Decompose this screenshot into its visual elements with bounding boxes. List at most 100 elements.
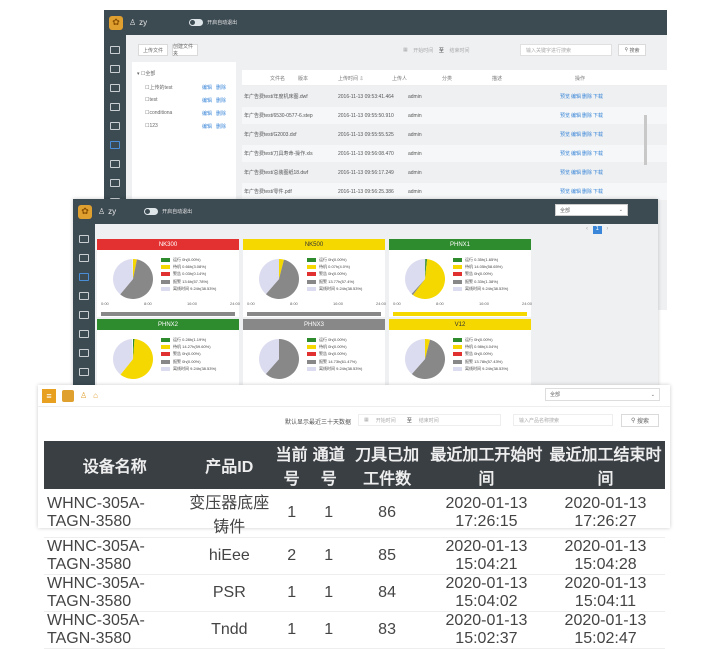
nav-monitor-icon[interactable] <box>110 160 120 168</box>
nav-settings-icon[interactable] <box>110 141 120 149</box>
scrollbar[interactable] <box>644 115 647 165</box>
search-input[interactable]: 输入关键字进行搜索 <box>520 44 612 56</box>
search-button-3[interactable]: ⚲ 搜索 <box>621 414 659 427</box>
file-op-link[interactable]: 预览 <box>560 170 571 176</box>
record-row[interactable]: WHNC-305A-TAGN-3580 Tndd 1 1 83 2020-01-13 15… <box>44 611 665 649</box>
record-row[interactable]: WHNC-305A-TAGN-3580 PSR 1 1 84 2020-01-13 15:… <box>44 574 665 612</box>
file-op-link[interactable]: 删除 <box>582 132 593 138</box>
file-op-link[interactable]: 下载 <box>593 170 604 176</box>
file-op-link[interactable]: 下载 <box>593 94 604 100</box>
nav-gauge-icon-2[interactable] <box>79 273 89 281</box>
record-header-cell[interactable]: 通道号 <box>310 441 348 489</box>
tree-folder[interactable]: ☐上传的test <box>145 84 173 91</box>
record-header-cell[interactable]: 刀具已加工件数 <box>347 441 427 489</box>
date-end-3[interactable]: 结束时间 <box>418 417 439 424</box>
machine-card[interactable]: NK300 运行 0h(0.00%) 待机 0.66h(3.08%) 警告 0.03h… <box>97 239 240 317</box>
nav-file-icon-2[interactable] <box>79 235 89 243</box>
date-start[interactable]: 开始时间 <box>413 47 434 54</box>
file-op-link[interactable]: 预览 <box>560 113 571 119</box>
file-op-link[interactable]: 编辑 <box>571 151 582 157</box>
tree-delete-link[interactable]: 删除 <box>216 98 227 104</box>
file-op-link[interactable]: 删除 <box>582 189 593 195</box>
nav-tool-icon[interactable] <box>110 122 120 130</box>
file-op-link[interactable]: 预览 <box>560 151 571 157</box>
file-op-link[interactable]: 下载 <box>593 151 604 157</box>
menu-icon[interactable]: ≡ <box>42 388 56 403</box>
file-op-link[interactable]: 预览 <box>560 189 571 195</box>
machine-card[interactable]: PHNX1 运行 0.35h(1.65%) 待机 14.05h(58.65%) 警告 … <box>389 239 532 317</box>
nav-monitor-icon-2[interactable] <box>79 349 89 357</box>
file-row[interactable]: 年广告费test/6530-0577-6.step 2016-11-13 09:5… <box>242 107 667 125</box>
nav-tool-icon-2[interactable] <box>79 311 89 319</box>
file-name[interactable]: 年广告费test/总装图纸18.dwf <box>244 170 309 176</box>
search-button[interactable]: ⚲ 搜索 <box>618 44 646 56</box>
date-start-3[interactable]: 开始时间 <box>375 417 396 424</box>
file-header-cell[interactable]: 描述 <box>492 76 503 82</box>
machine-card[interactable]: V12 运行 0h(0.00%) 待机 0.98h(4.04%) 警告 0h(0.00… <box>389 319 531 387</box>
date-range[interactable]: ▦ 开始时间 至 结束时间 <box>398 44 508 56</box>
product-search-input[interactable]: 输入产品名称搜索 <box>513 414 613 426</box>
record-header-cell[interactable]: 产品ID <box>185 441 274 489</box>
machine-card[interactable]: PHNX2 运行 0.28h(1.19%) 待机 14.27h(59.60%) 警告 … <box>97 319 239 387</box>
file-header-cell[interactable]: 上传人 <box>392 76 408 82</box>
date-range-3[interactable]: ▦ 开始时间 至 结束时间 <box>358 414 501 426</box>
user-name[interactable]: zy <box>139 18 148 27</box>
file-op-link[interactable]: 编辑 <box>571 189 582 195</box>
tree-folder[interactable]: ☐123 <box>145 123 158 129</box>
machine-card[interactable]: PHNX3 运行 0h(0.00%) 待机 0h(0.00%) 警告 0h(0.00%… <box>243 319 385 387</box>
tree-folder[interactable]: ☐conditiona <box>145 110 172 116</box>
machine-select[interactable]: 全部 ⌄ <box>555 204 628 216</box>
nav-home-icon[interactable] <box>110 65 120 73</box>
machine-select-3[interactable]: 全部 ⌄ <box>545 388 660 401</box>
file-op-link[interactable]: 编辑 <box>571 94 582 100</box>
bell-icon[interactable]: ⌂ <box>93 391 99 400</box>
file-row[interactable]: 年广告费test/总装图纸18.dwf 2016-11-13 09:56:17.2… <box>242 164 667 182</box>
next-page-icon[interactable]: › <box>606 226 609 232</box>
file-header-cell[interactable]: 文件名 <box>270 76 286 82</box>
file-op-link[interactable]: 编辑 <box>571 170 582 176</box>
file-op-link[interactable]: 删除 <box>582 151 593 157</box>
file-op-link[interactable]: 编辑 <box>571 132 582 138</box>
file-op-link[interactable]: 下载 <box>593 113 604 119</box>
tree-delete-link[interactable]: 删除 <box>216 124 227 130</box>
tree-edit-link[interactable]: 编辑 <box>202 98 213 104</box>
file-name[interactable]: 年广告费test/刀具寿命-操作.xls <box>244 151 313 157</box>
nav-chart-icon[interactable] <box>110 103 120 111</box>
file-name[interactable]: 年广告费test/6530-0577-6.step <box>244 113 313 119</box>
file-op-link[interactable]: 编辑 <box>571 113 582 119</box>
file-op-link[interactable]: 下载 <box>593 132 604 138</box>
file-op-link[interactable]: 删除 <box>582 94 593 100</box>
auto-exit-toggle[interactable] <box>189 19 204 26</box>
file-op-link[interactable]: 预览 <box>560 132 571 138</box>
tree-edit-link[interactable]: 编辑 <box>202 111 213 117</box>
file-name[interactable]: 年广告费test/年度机床图.dwf <box>244 94 308 100</box>
record-header-cell[interactable]: 当前号 <box>273 441 311 489</box>
nav-report-icon[interactable] <box>110 179 120 187</box>
file-row[interactable]: 年广告费test/G2003.dxf 2016-11-13 09:55:55.52… <box>242 126 667 144</box>
user-icon-3[interactable]: ♙ <box>80 391 88 400</box>
record-row[interactable]: WHNC-305A-TAGN-3580 变压器底座铸件 1 1 86 2020-01-13… <box>44 489 665 538</box>
file-header-cell[interactable]: 上传时间 ⇩ <box>338 76 364 82</box>
tree-edit-link[interactable]: 编辑 <box>202 124 213 130</box>
record-header-cell[interactable]: 最近加工结束时间 <box>545 441 665 489</box>
tree-delete-link[interactable]: 删除 <box>216 85 227 91</box>
auto-exit-toggle-2[interactable] <box>144 208 159 215</box>
file-row[interactable]: 年广告费test/刀具寿命-操作.xls 2016-11-13 09:56:08.… <box>242 145 667 163</box>
nav-file-icon[interactable] <box>110 46 120 54</box>
machine-card[interactable]: NK500 运行 0h(0.00%) 待机 0.07h(4.0%) 警告 0h(0.0… <box>243 239 386 317</box>
prev-page-icon[interactable]: ‹ <box>586 226 588 232</box>
file-row[interactable]: 年广告费test/年度机床图.dwf 2016-11-13 09:53:41.46… <box>242 88 667 106</box>
file-name[interactable]: 年广告费test/零件.pdf <box>244 189 292 195</box>
nav-gauge-icon[interactable] <box>110 84 120 92</box>
record-header-cell[interactable]: 最近加工开始时间 <box>426 441 546 489</box>
user-name-2[interactable]: zy <box>108 207 117 216</box>
file-header-cell[interactable]: 分类 <box>442 76 453 82</box>
file-header-cell[interactable]: 版本 <box>298 76 309 82</box>
file-op-link[interactable]: 删除 <box>582 170 593 176</box>
page-current[interactable]: 1 <box>592 226 602 234</box>
record-header-cell[interactable]: 设备名称 <box>44 441 186 489</box>
nav-home-icon-2[interactable] <box>79 254 89 262</box>
tree-folder[interactable]: ☐test <box>145 97 158 103</box>
date-end[interactable]: 结束时间 <box>449 47 470 54</box>
nav-report-icon-2[interactable] <box>79 368 89 376</box>
